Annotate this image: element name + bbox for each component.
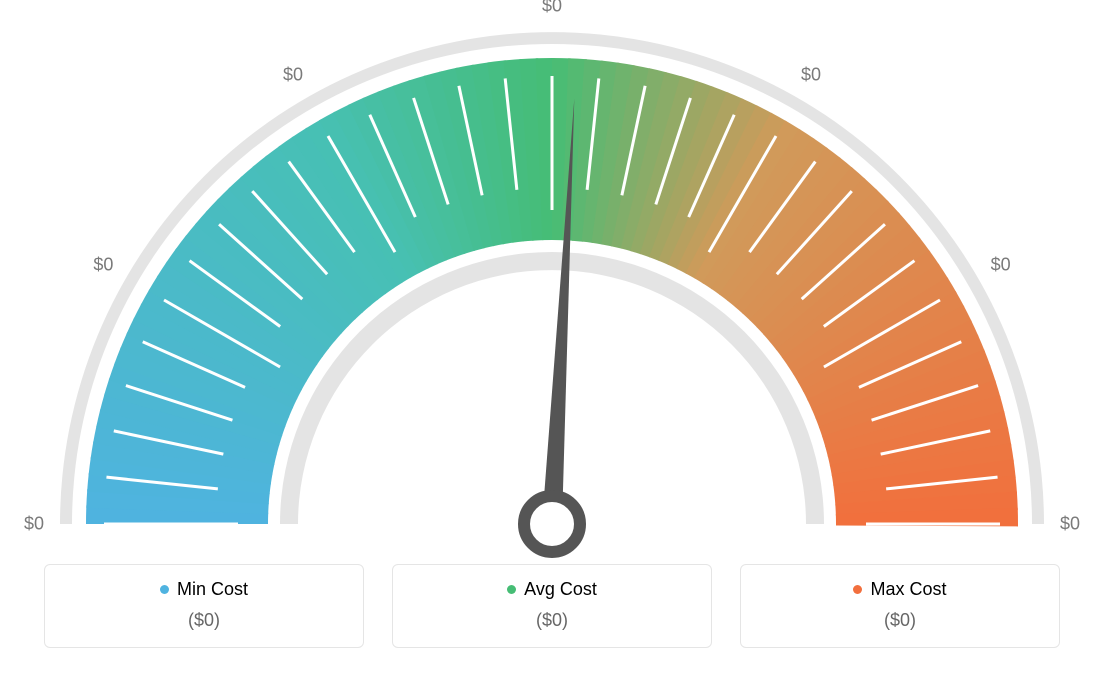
- gauge-tick-label: $0: [542, 0, 562, 17]
- gauge-tick-label: $0: [801, 65, 821, 86]
- gauge-tick-label: $0: [283, 65, 303, 86]
- legend-title-max-text: Max Cost: [870, 579, 946, 600]
- legend-card-avg: Avg Cost ($0): [392, 564, 712, 648]
- legend-card-min: Min Cost ($0): [44, 564, 364, 648]
- legend-row: Min Cost ($0) Avg Cost ($0) Max Cost ($0…: [0, 564, 1104, 648]
- gauge-tick-label: $0: [1060, 514, 1080, 535]
- legend-dot-min: [160, 585, 169, 594]
- legend-dot-max: [853, 585, 862, 594]
- legend-value-min: ($0): [45, 610, 363, 631]
- legend-title-min-text: Min Cost: [177, 579, 248, 600]
- gauge-tick-label: $0: [24, 514, 44, 535]
- legend-title-avg: Avg Cost: [507, 579, 597, 600]
- legend-card-max: Max Cost ($0): [740, 564, 1060, 648]
- legend-title-max: Max Cost: [853, 579, 946, 600]
- gauge-tick-label: $0: [991, 255, 1011, 276]
- legend-title-min: Min Cost: [160, 579, 248, 600]
- gauge-tick-label: $0: [93, 255, 113, 276]
- legend-title-avg-text: Avg Cost: [524, 579, 597, 600]
- legend-value-max: ($0): [741, 610, 1059, 631]
- legend-dot-avg: [507, 585, 516, 594]
- legend-value-avg: ($0): [393, 610, 711, 631]
- gauge-chart: $0 $0 $0 $0 $0 $0 $0: [0, 0, 1104, 560]
- gauge-svg: [0, 0, 1104, 560]
